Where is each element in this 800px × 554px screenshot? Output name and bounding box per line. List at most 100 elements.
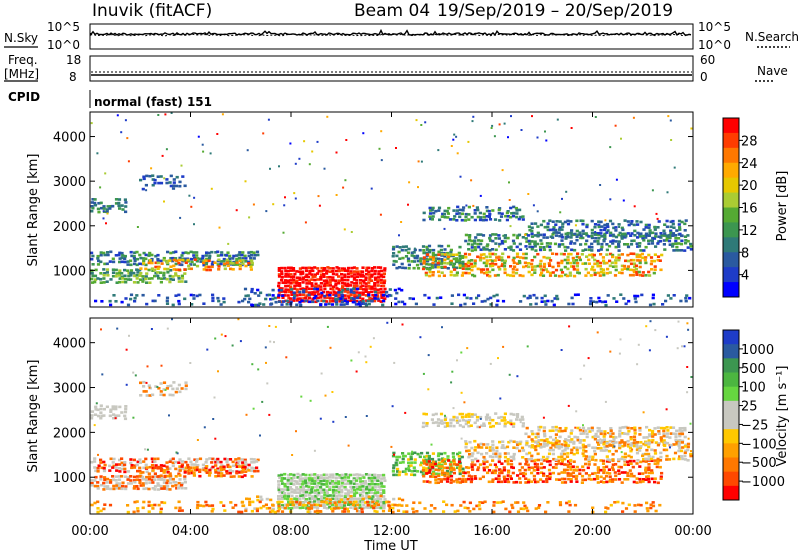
data-cell [677,449,681,453]
data-cell [467,253,472,256]
power-colorbar-label: Power [dB] [775,171,790,242]
data-cell [374,489,378,492]
data-cell [298,482,302,486]
data-cell [94,408,98,411]
data-cell [103,478,107,482]
data-cell [135,485,139,488]
data-cell [555,231,559,234]
data-cell [494,422,499,425]
data-cell [109,481,113,484]
data-cell [247,463,251,467]
data-cell [407,464,411,468]
data-cell [365,494,369,498]
data-cell [144,457,148,461]
data-cell [320,299,324,302]
data-cell [394,302,398,306]
data-cell [494,452,498,456]
data-cell [587,427,591,430]
data-cell [452,262,456,266]
data-cell [686,391,689,394]
data-cell [154,271,158,275]
data-cell [307,293,311,297]
data-cell [177,261,181,265]
data-cell [276,509,280,513]
data-cell [114,275,118,278]
data-cell [333,507,337,510]
data-cell [144,487,149,490]
data-cell [623,463,627,466]
data-cell [608,264,612,268]
data-cell [160,468,164,471]
data-cell [570,248,574,252]
data-cell [255,507,260,511]
data-cell [111,268,115,271]
data-cell [633,294,637,298]
data-cell [344,269,348,272]
data-cell [614,436,618,439]
data-cell [404,411,407,414]
data-cell [214,461,218,464]
data-cell [467,140,470,143]
data-cell [437,149,440,152]
data-cell [295,279,299,283]
data-cell [292,275,296,279]
data-cell [332,293,336,296]
data-cell [301,506,305,509]
data-cell [340,276,344,279]
data-cell [360,500,365,504]
data-cell [403,454,407,458]
data-cell [431,253,435,257]
data-cell [437,206,442,210]
data-cell [129,250,133,254]
data-cell [304,500,308,503]
data-cell [162,485,166,488]
data-cell [485,262,489,265]
data-cell [94,469,98,473]
data-cell [195,468,200,472]
data-cell [90,410,95,413]
data-cell [548,271,553,275]
data-cell [105,481,109,484]
data-cell [379,494,383,498]
data-cell [349,498,353,502]
data-cell [310,473,314,477]
data-cell [593,271,597,275]
colorbar-swatch [723,177,739,194]
data-cell [313,287,317,291]
data-cell [451,264,456,268]
data-cell [373,504,377,507]
data-cell [90,460,94,464]
data-cell [515,446,519,450]
data-cell [458,451,462,455]
data-cell [179,216,182,219]
data-cell [112,464,116,468]
data-cell [401,457,405,461]
data-cell [532,474,536,478]
data-cell [497,422,501,425]
data-cell [549,235,553,239]
data-cell [597,237,601,240]
data-cell [606,267,610,271]
data-cell [651,438,655,442]
data-cell [99,253,103,257]
data-cell [480,300,484,303]
data-cell [464,422,468,426]
data-cell [334,494,339,498]
data-cell [120,487,124,491]
data-cell [177,461,181,464]
data-cell [354,507,358,510]
data-cell [234,503,238,507]
data-cell [115,272,119,275]
data-cell [520,466,524,469]
data-cell [671,222,675,226]
data-cell [491,443,495,447]
data-cell [578,441,582,444]
data-cell [440,473,445,476]
data-cell [595,262,600,265]
data-cell [554,223,558,226]
data-cell [650,259,654,263]
data-cell [366,503,370,507]
data-cell [620,440,624,444]
data-cell [467,412,471,416]
data-cell [310,278,314,281]
